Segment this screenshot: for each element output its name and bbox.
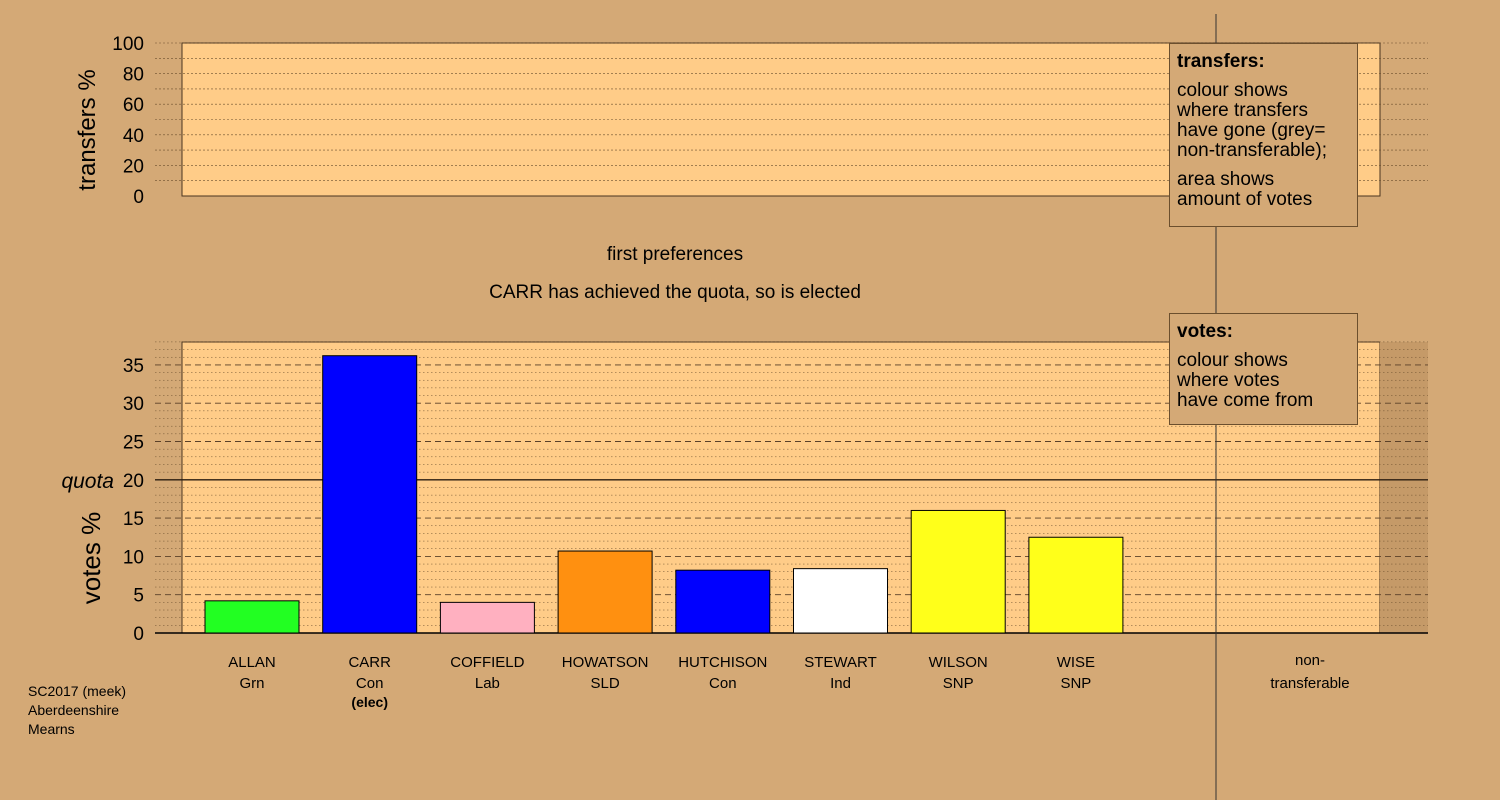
votes-y-tick-label: 20	[123, 471, 144, 492]
votes-legend-text1: colour shows where votes have come from	[1177, 350, 1314, 411]
status-message: CARR has achieved the quota, so is elect…	[489, 282, 861, 303]
votes-y-tick-label: 35	[123, 356, 144, 377]
stage-title: first preferences	[607, 244, 743, 265]
transfers-y-tick-label: 40	[123, 126, 144, 147]
transfers-y-tick-label: 0	[133, 187, 144, 208]
footer-line-3: Mearns	[28, 721, 75, 737]
quota-label: quota	[61, 470, 114, 493]
candidate-party-label: Grn	[239, 675, 264, 692]
candidate-labels: ALLAN Grn CARR Con (elec) COFFIELD Lab HOWATSON…	[228, 654, 1095, 710]
candidate-party-label: SNP	[1060, 675, 1091, 692]
nontransferable-label-line1: non-	[1295, 652, 1325, 669]
bar-coffield	[439, 601, 535, 634]
candidate-name-label: HOWATSON	[562, 654, 649, 671]
bar-carr	[322, 355, 418, 634]
votes-y-tick-label: 0	[133, 624, 144, 645]
transfers-y-tick-label: 80	[123, 65, 144, 86]
candidate-name-label: STEWART	[804, 654, 877, 671]
candidate-name-label: HUTCHISON	[678, 654, 767, 671]
candidate-status-label: (elec)	[351, 694, 388, 710]
candidate-party-label: Lab	[475, 675, 500, 692]
candidate-name-label: COFFIELD	[450, 654, 524, 671]
candidate-party-label: SNP	[943, 675, 974, 692]
transfers-y-tick-label: 100	[112, 34, 144, 55]
candidate-name-label: WISE	[1057, 654, 1095, 671]
votes-y-ticks: 0 5 10 15 20 25 30 35	[123, 356, 144, 645]
transfers-y-ticks: 0 20 40 60 80 100	[112, 34, 144, 208]
votes-y-tick-label: 5	[133, 586, 144, 607]
transfers-legend-text2: area shows amount of votes	[1177, 169, 1313, 210]
candidate-party-label: SLD	[591, 675, 620, 692]
bar-stewart	[793, 568, 888, 634]
votes-y-tick-label: 10	[123, 547, 144, 568]
votes-legend-title: votes:	[1177, 321, 1233, 342]
candidate-party-label: Con	[356, 675, 384, 692]
transfers-y-tick-label: 20	[123, 156, 144, 177]
bar-wilson	[910, 509, 1006, 634]
transfers-y-tick-label: 60	[123, 95, 144, 116]
votes-panel: 0 5 10 15 20 25 30 35 ALLAN Grn CARR Con (elec) COFF…	[61, 341, 1428, 710]
nontransferable-label-line2: transferable	[1270, 675, 1349, 692]
transfers-y-axis-label: transfers %	[74, 69, 101, 190]
candidate-party-label: Ind	[830, 675, 851, 692]
votes-bars	[204, 355, 1124, 634]
votes-y-tick-label: 25	[123, 433, 144, 454]
candidate-name-label: CARR	[348, 654, 391, 671]
votes-y-tick-label: 15	[123, 509, 144, 530]
candidate-party-label: Con	[709, 675, 737, 692]
transfers-legend-text1: colour shows where transfers have gone (…	[1177, 80, 1327, 161]
bar-allan	[204, 600, 300, 634]
footer-line-1: SC2017 (meek)	[28, 683, 127, 699]
bar-hutchison	[675, 569, 771, 634]
bar-wise	[1028, 536, 1124, 634]
votes-legend-box: votes: colour shows where votes have com…	[1169, 313, 1358, 425]
votes-y-axis-label: votes %	[76, 512, 106, 605]
candidate-name-label: ALLAN	[228, 654, 276, 671]
transfers-legend-title: transfers:	[1177, 51, 1265, 72]
footer-info: SC2017 (meek) Aberdeenshire Mearns	[28, 682, 126, 739]
transfers-legend-box: transfers: colour shows where transfers …	[1169, 43, 1358, 227]
candidate-name-label: WILSON	[929, 654, 988, 671]
votes-y-tick-label: 30	[123, 394, 144, 415]
bar-howatson	[557, 550, 653, 634]
footer-line-2: Aberdeenshire	[28, 702, 120, 718]
